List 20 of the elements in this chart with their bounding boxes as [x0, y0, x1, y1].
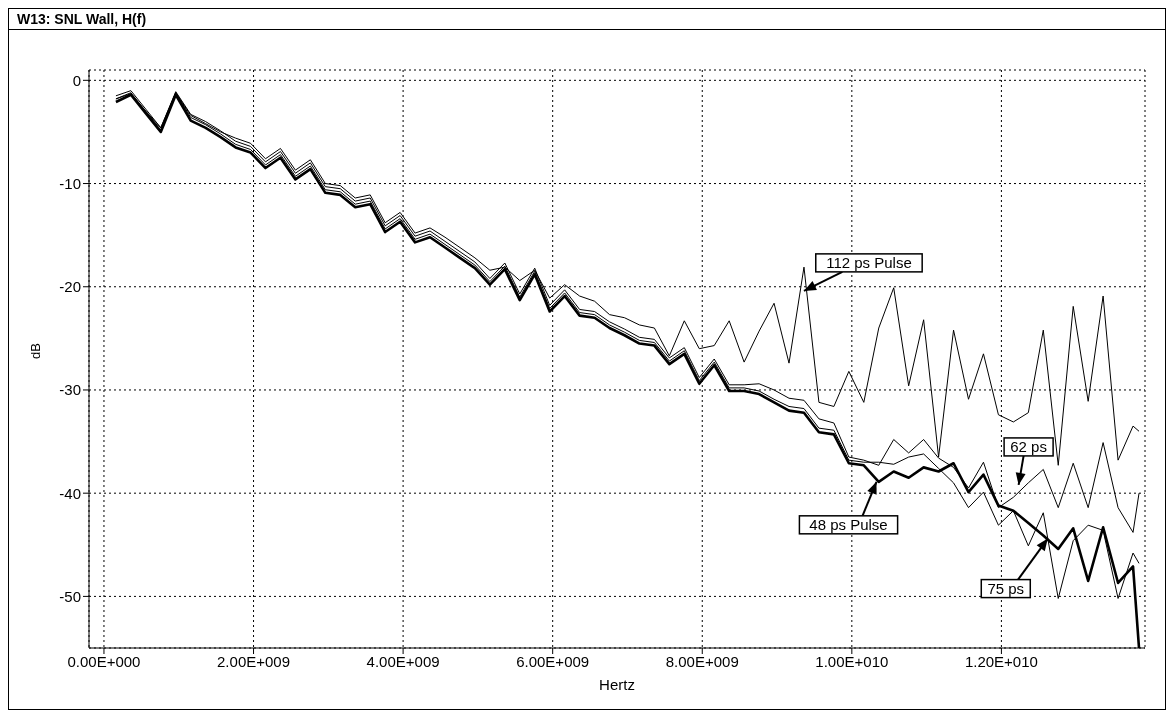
chart-title: W13: SNL Wall, H(f) [9, 9, 1165, 30]
x-tick-label: 6.00E+009 [516, 652, 590, 670]
y-axis-title: dB [27, 343, 43, 359]
y-tick-label: -50 [59, 587, 81, 605]
x-tick-label: 2.00E+009 [217, 652, 291, 670]
y-tick-label: 0 [72, 71, 81, 89]
annotation: 112 ps Pulse [826, 253, 912, 271]
x-axis-title: Hertz [599, 676, 635, 693]
x-tick-label: 0.00E+000 [67, 652, 141, 670]
y-tick-label: -10 [59, 174, 81, 192]
y-tick-label: -30 [59, 381, 81, 399]
x-tick-label: 8.00E+009 [665, 652, 739, 670]
annotation: 62 ps [1010, 437, 1047, 455]
annotation: 48 ps Pulse [809, 515, 888, 533]
x-tick-label: 4.00E+009 [366, 652, 440, 670]
x-tick-label: 1.00E+010 [815, 652, 889, 670]
y-tick-label: -40 [59, 484, 81, 502]
annotation: 75 ps [987, 579, 1025, 597]
y-tick-label: -20 [59, 278, 81, 296]
x-tick-label: 1.20E+010 [964, 652, 1038, 670]
